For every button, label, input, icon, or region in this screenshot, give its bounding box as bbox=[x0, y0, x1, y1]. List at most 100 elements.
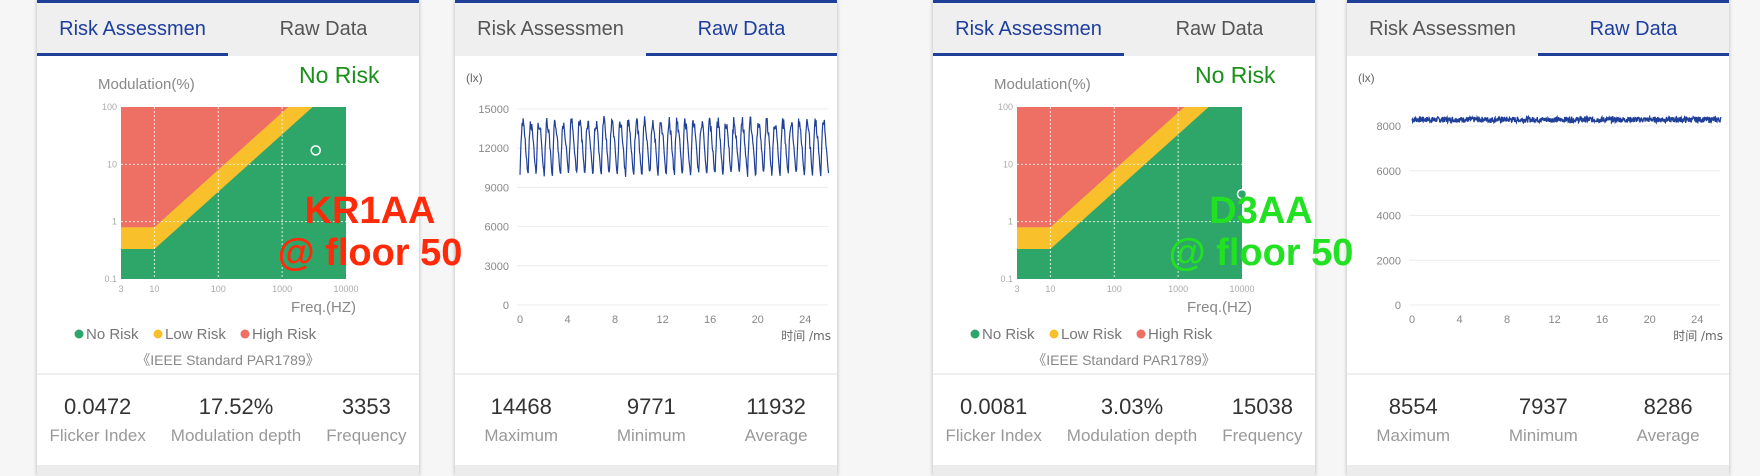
stat-modulation-depth: 17.52% Modulation depth bbox=[171, 375, 301, 467]
y-tick-label: 3000 bbox=[485, 261, 509, 273]
bottom-strip bbox=[1347, 465, 1729, 476]
y-unit-label: (lx) bbox=[1358, 71, 1375, 85]
stats-row: 8554 Maximum 7937 Minimum 8286 Average bbox=[1347, 373, 1729, 467]
y-tick-label: 9000 bbox=[485, 182, 509, 194]
standard-label: 《IEEE Standard PAR1789》 bbox=[1032, 352, 1215, 368]
legend-dot-icon bbox=[240, 329, 250, 339]
y-tick-label: 4000 bbox=[1377, 211, 1401, 223]
stat-value: 0.0081 bbox=[960, 394, 1028, 419]
x-tick-label: 8 bbox=[612, 314, 618, 326]
y-tick-label: 1 bbox=[1008, 217, 1013, 227]
y-axis-title: Modulation(%) bbox=[98, 76, 195, 93]
x-axis-title: Freq.(HZ) bbox=[1187, 299, 1252, 316]
stat-value: 0.0472 bbox=[64, 394, 132, 419]
y-tick-label: 100 bbox=[998, 102, 1013, 112]
tab-bar: Risk Assessmen Raw Data bbox=[455, 0, 837, 56]
tab-bar: Risk Assessmen Raw Data bbox=[933, 0, 1315, 56]
stat-label: Average bbox=[1636, 426, 1700, 445]
stat-label: Modulation depth bbox=[1066, 426, 1198, 445]
tab-label: Raw Data bbox=[279, 18, 368, 40]
tab-risk-assessment[interactable]: Risk Assessmen bbox=[933, 3, 1124, 56]
overlay-line: @ floor 50 bbox=[277, 232, 463, 274]
stats-row: 0.0472 Flicker Index 17.52% Modulation dep… bbox=[37, 373, 419, 467]
stat-label: Flicker Index bbox=[49, 426, 146, 445]
legend-label: No Risk bbox=[86, 326, 139, 343]
raw-data-chart: (lx) 8000 6000 4000 2000 00 4 8 12 16 20 24 时间 /ms bbox=[1358, 71, 1723, 343]
x-tick-label: 10 bbox=[149, 284, 159, 294]
stats-row: 0.0081 Flicker Index 3.03% Modulation dept… bbox=[933, 373, 1315, 467]
tab-raw-data[interactable]: Raw Data bbox=[1538, 3, 1729, 56]
x-tick-label: 100 bbox=[211, 284, 226, 294]
tab-label: Risk Assessmen bbox=[955, 18, 1102, 40]
stat-value: 3353 bbox=[341, 394, 391, 419]
stat-minimum: 7937 Minimum bbox=[1509, 375, 1578, 467]
x-tick-label: 4 bbox=[564, 314, 570, 326]
raw-data-chart: (lx) 15000 12000 9000 6000 3000 00 4 8 12 16 20 24 时间… bbox=[466, 71, 831, 343]
stat-value: 17.52% bbox=[198, 394, 274, 419]
stat-flicker-index: 0.0081 Flicker Index bbox=[945, 375, 1041, 467]
annotation-overlay-kr1aa: KR1AA @ floor 50 bbox=[272, 190, 468, 274]
tab-raw-data[interactable]: Raw Data bbox=[646, 3, 837, 56]
y-tick-label: 6000 bbox=[1377, 166, 1401, 178]
stat-value: 15038 bbox=[1231, 394, 1293, 419]
y-tick-label: 8000 bbox=[1377, 121, 1401, 133]
y-tick-label: 1 bbox=[112, 217, 117, 227]
x-axis-title: 时间 /ms bbox=[1673, 329, 1723, 343]
stat-maximum: 14468 Maximum bbox=[484, 375, 558, 467]
tab-bar: Risk Assessmen Raw Data bbox=[1347, 0, 1729, 56]
x-tick-label: 10 bbox=[1045, 284, 1055, 294]
stat-maximum: 8554 Maximum bbox=[1376, 375, 1450, 467]
stat-minimum: 9771 Minimum bbox=[617, 375, 686, 467]
legend-dot-icon bbox=[74, 329, 84, 339]
measurement-point bbox=[310, 145, 321, 156]
legend-label: No Risk bbox=[982, 326, 1035, 343]
x-tick-label: 100 bbox=[1107, 284, 1122, 294]
tab-raw-data[interactable]: Raw Data bbox=[1124, 3, 1315, 56]
tab-label: Raw Data bbox=[1175, 18, 1264, 40]
legend-label: High Risk bbox=[252, 326, 317, 343]
tab-risk-assessment[interactable]: Risk Assessmen bbox=[455, 3, 646, 56]
stat-label: Average bbox=[744, 426, 808, 445]
stat-label: Maximum bbox=[484, 426, 559, 445]
x-tick-label: 24 bbox=[1691, 314, 1703, 326]
legend-label: Low Risk bbox=[165, 326, 226, 343]
overlay-line: KR1AA bbox=[304, 190, 436, 232]
x-tick-label: 20 bbox=[752, 314, 764, 326]
y-tick-label: 2000 bbox=[1377, 255, 1401, 267]
risk-panel-1: Risk Assessmen Raw Data No Risk Modulati… bbox=[37, 0, 419, 476]
y-tick-label: 10 bbox=[1003, 159, 1013, 169]
stat-value: 3.03% bbox=[1100, 394, 1164, 419]
annotation-overlay-d3aa: D3AA @ floor 50 bbox=[1163, 190, 1359, 274]
y-axis-title: Modulation(%) bbox=[994, 76, 1091, 93]
risk-level: No Risk bbox=[1195, 62, 1276, 88]
tab-risk-assessment[interactable]: Risk Assessmen bbox=[1347, 3, 1538, 56]
overlay-line: D3AA bbox=[1209, 190, 1313, 232]
stat-value: 11932 bbox=[746, 394, 806, 419]
bottom-strip bbox=[455, 465, 837, 476]
x-tick-label: 1000 bbox=[1168, 284, 1188, 294]
risk-level: No Risk bbox=[299, 62, 380, 88]
waveform-line bbox=[1411, 114, 1722, 125]
tab-raw-data[interactable]: Raw Data bbox=[228, 3, 419, 56]
stat-modulation-depth: 3.03% Modulation depth bbox=[1067, 375, 1197, 467]
legend-dot-icon bbox=[1136, 329, 1146, 339]
y-tick-label: 12000 bbox=[478, 143, 509, 155]
tab-risk-assessment[interactable]: Risk Assessmen bbox=[37, 3, 228, 56]
high-risk-region bbox=[121, 107, 346, 228]
y-tick-label: 0 bbox=[503, 300, 509, 312]
x-axis-title: 时间 /ms bbox=[781, 329, 831, 343]
raw-panel-2: Risk Assessmen Raw Data (lx) 8000 6000 4000… bbox=[1347, 0, 1729, 476]
raw-panel-1: Risk Assessmen Raw Data (lx) 15000 12000 90… bbox=[455, 0, 837, 476]
stat-value: 7937 bbox=[1518, 394, 1568, 419]
legend-label: Low Risk bbox=[1061, 326, 1122, 343]
y-tick-label: 6000 bbox=[485, 222, 509, 234]
x-tick-label: 1000 bbox=[272, 284, 292, 294]
stat-label: Maximum bbox=[1376, 426, 1451, 445]
y-tick-label: 15000 bbox=[478, 104, 509, 116]
stat-frequency: 15038 Frequency bbox=[1222, 375, 1302, 467]
y-tick-label: 10 bbox=[107, 159, 117, 169]
stat-frequency: 3353 Frequency bbox=[326, 375, 406, 467]
y-tick-label: 0.1 bbox=[1000, 274, 1013, 284]
x-tick-label: 10000 bbox=[333, 284, 358, 294]
x-axis-title: Freq.(HZ) bbox=[291, 299, 356, 316]
